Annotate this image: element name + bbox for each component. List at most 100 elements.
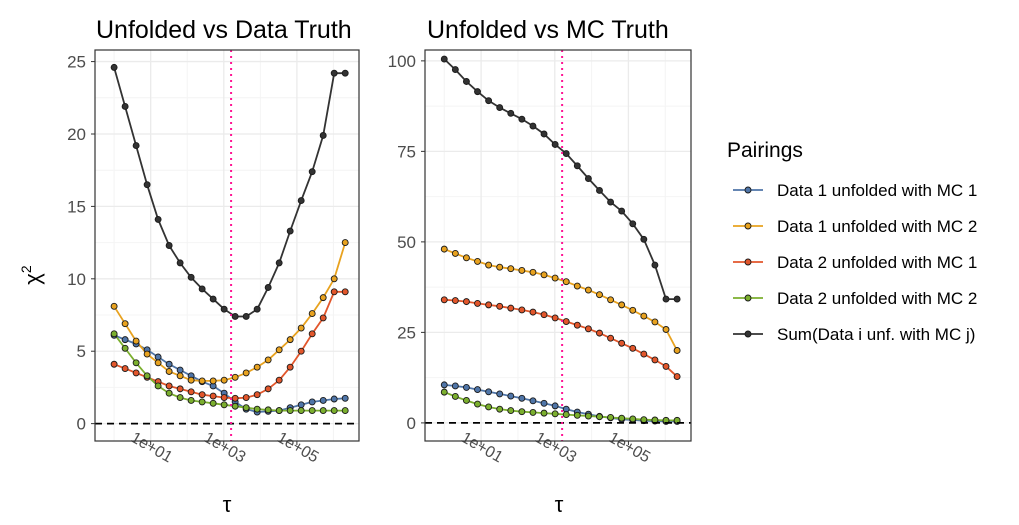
y-tick-label: 25 bbox=[397, 323, 416, 342]
data-point-sum bbox=[573, 162, 581, 170]
data-point-data1_mc2 bbox=[110, 302, 118, 310]
data-point-data2_mc2 bbox=[540, 409, 548, 417]
data-point-data2_mc2 bbox=[562, 411, 570, 419]
y-axis-label-superscript: 2 bbox=[18, 265, 34, 273]
data-point-data1_mc2 bbox=[474, 257, 481, 265]
data-point-data2_mc2 bbox=[110, 330, 118, 338]
data-point-data1_mc2 bbox=[275, 346, 283, 354]
y-tick-label: 75 bbox=[397, 142, 416, 161]
data-point-data2_mc2 bbox=[485, 403, 493, 411]
data-point-data2_mc2 bbox=[496, 405, 504, 413]
data-point-data1_mc2 bbox=[198, 377, 206, 385]
data-point-sum bbox=[529, 122, 537, 130]
plot-background bbox=[95, 50, 359, 441]
data-point-data1_mc2 bbox=[264, 356, 272, 364]
data-point-sum bbox=[231, 313, 239, 320]
data-point-sum bbox=[451, 66, 459, 74]
y-tick-label: 25 bbox=[67, 53, 86, 72]
panel-border bbox=[94, 49, 360, 442]
data-point-data2_mc1 bbox=[132, 369, 140, 377]
panel-border bbox=[424, 49, 692, 442]
data-point-data2_mc1 bbox=[529, 308, 537, 316]
data-point-data2_mc2 bbox=[264, 406, 272, 414]
data-point-sum bbox=[187, 273, 195, 281]
data-point-data2_mc2 bbox=[286, 407, 294, 415]
legend-item-data1_mc2: Data 1 unfolded with MC 2 bbox=[733, 217, 977, 236]
data-point-data2_mc2 bbox=[573, 411, 581, 419]
data-point-data2_mc2 bbox=[220, 401, 228, 409]
data-point-sum bbox=[308, 168, 316, 176]
data-point-data1_mc2 bbox=[121, 320, 129, 328]
legend-point-swatch bbox=[744, 258, 752, 266]
data-point-data1_mc1 bbox=[451, 382, 459, 390]
data-point-data2_mc2 bbox=[330, 407, 338, 415]
data-point-data1_mc2 bbox=[308, 310, 316, 318]
data-point-sum bbox=[485, 97, 493, 105]
data-point-data2_mc1 bbox=[485, 301, 493, 309]
data-point-sum bbox=[518, 115, 526, 123]
data-point-data1_mc1 bbox=[529, 397, 537, 405]
data-point-sum bbox=[507, 109, 515, 117]
data-point-data2_mc1 bbox=[231, 394, 239, 402]
data-point-data2_mc1 bbox=[286, 363, 294, 371]
data-point-data1_mc2 bbox=[176, 372, 184, 380]
data-point-data1_mc2 bbox=[319, 294, 327, 302]
data-point-data2_mc1 bbox=[551, 314, 559, 322]
data-point-data2_mc1 bbox=[618, 339, 626, 347]
data-point-data1_mc1 bbox=[319, 397, 327, 404]
data-point-data2_mc2 bbox=[242, 404, 250, 412]
data-point-data2_mc2 bbox=[440, 388, 448, 396]
data-point-sum bbox=[618, 207, 626, 215]
data-point-sum bbox=[319, 131, 327, 139]
data-point-data1_mc2 bbox=[297, 324, 305, 332]
data-point-sum bbox=[264, 284, 272, 291]
data-point-data2_mc1 bbox=[462, 298, 470, 306]
data-point-data1_mc2 bbox=[562, 278, 570, 286]
data-point-data2_mc2 bbox=[596, 413, 603, 421]
data-point-sum bbox=[551, 141, 559, 148]
data-point-data1_mc2 bbox=[607, 296, 615, 304]
data-point-data2_mc2 bbox=[154, 382, 162, 390]
data-point-sum bbox=[540, 130, 548, 138]
data-point-data1_mc2 bbox=[673, 347, 681, 354]
data-point-data2_mc2 bbox=[584, 412, 592, 420]
series-line-data2_mc1 bbox=[444, 298, 678, 378]
data-point-data1_mc1 bbox=[308, 398, 316, 406]
panel-title: Unfolded vs Data Truth bbox=[96, 16, 352, 44]
data-point-sum bbox=[242, 313, 250, 320]
data-point-data2_mc2 bbox=[308, 407, 316, 415]
data-point-sum bbox=[640, 235, 648, 243]
data-point-data2_mc2 bbox=[462, 397, 470, 404]
data-point-data1_mc2 bbox=[242, 369, 250, 377]
data-point-data2_mc2 bbox=[275, 407, 283, 415]
data-point-data1_mc2 bbox=[209, 377, 217, 385]
series-line-sum bbox=[113, 67, 346, 318]
data-point-data2_mc2 bbox=[198, 398, 206, 406]
legend-item-data1_mc1: Data 1 unfolded with MC 1 bbox=[733, 181, 977, 200]
data-point-data2_mc1 bbox=[584, 325, 592, 333]
data-point-data2_mc2 bbox=[176, 394, 184, 402]
data-point-data1_mc2 bbox=[529, 268, 537, 276]
data-point-data1_mc1 bbox=[297, 401, 305, 409]
data-point-data2_mc1 bbox=[640, 350, 648, 358]
data-point-data1_mc2 bbox=[662, 326, 670, 333]
data-point-data1_mc1 bbox=[165, 360, 173, 368]
data-point-data1_mc2 bbox=[618, 301, 626, 309]
data-point-sum bbox=[673, 295, 681, 303]
legend-point-swatch bbox=[744, 330, 752, 338]
data-point-data2_mc1 bbox=[198, 391, 206, 399]
data-point-data2_mc2 bbox=[297, 407, 305, 415]
data-point-data1_mc2 bbox=[165, 368, 173, 375]
reference-lines bbox=[425, 50, 691, 441]
legend-item-data2_mc1: Data 2 unfolded with MC 1 bbox=[733, 253, 977, 272]
data-point-data2_mc1 bbox=[209, 392, 217, 400]
data-point-data1_mc1 bbox=[507, 392, 515, 400]
data-point-data2_mc1 bbox=[242, 394, 250, 402]
legend-label: Data 2 unfolded with MC 2 bbox=[777, 289, 977, 308]
data-point-data2_mc1 bbox=[330, 288, 338, 296]
data-point-data1_mc2 bbox=[640, 312, 648, 320]
data-point-data2_mc1 bbox=[651, 356, 659, 364]
legend-item-data2_mc2: Data 2 unfolded with MC 2 bbox=[733, 289, 977, 308]
data-point-sum bbox=[584, 175, 592, 182]
panel-title: Unfolded vs MC Truth bbox=[427, 16, 669, 44]
